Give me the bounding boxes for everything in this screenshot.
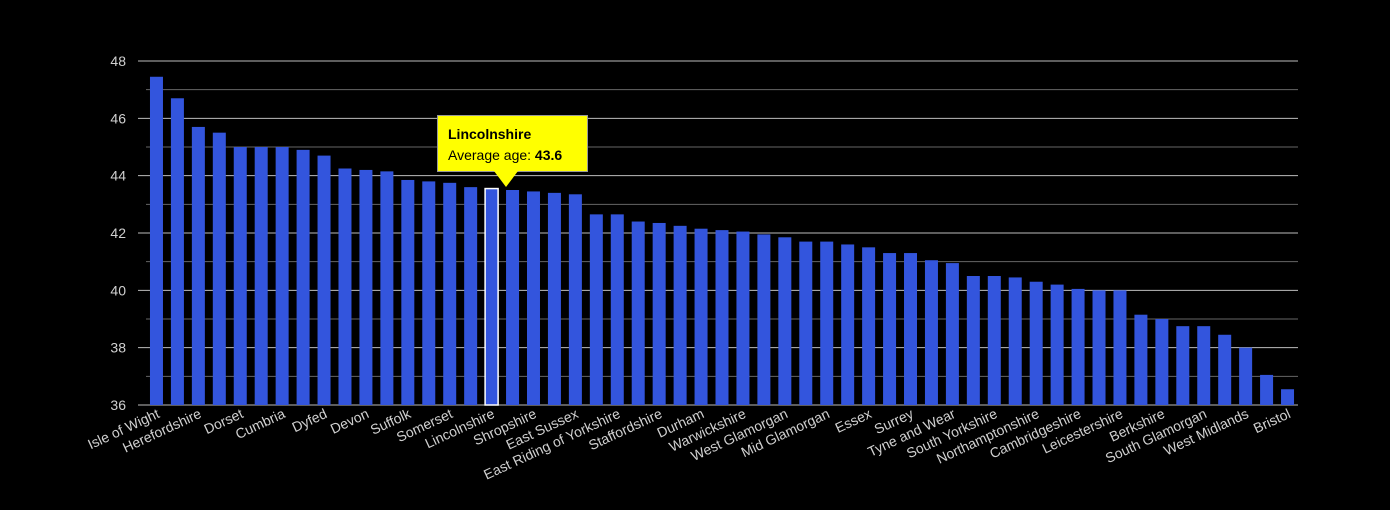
bar[interactable] (422, 181, 436, 405)
x-tick-label: Devon (328, 405, 371, 437)
y-tick-label: 36 (110, 397, 126, 413)
bar[interactable] (359, 169, 373, 405)
tooltip-value: 43.6 (534, 147, 563, 163)
bar[interactable] (841, 244, 855, 405)
bar[interactable] (1113, 290, 1127, 405)
bar[interactable] (1197, 326, 1211, 405)
bar[interactable] (652, 222, 666, 405)
bar[interactable] (1218, 334, 1232, 405)
bar[interactable] (1239, 347, 1253, 405)
bar[interactable] (254, 147, 268, 405)
bar[interactable] (506, 190, 520, 405)
bar[interactable] (862, 247, 876, 405)
bar[interactable] (317, 155, 331, 405)
bar[interactable] (904, 253, 918, 405)
bar[interactable] (924, 260, 938, 405)
bar[interactable] (610, 214, 624, 405)
x-tick-label: Bristol (1251, 405, 1293, 436)
bar[interactable] (757, 234, 771, 405)
bar[interactable] (778, 237, 792, 405)
bar[interactable] (401, 179, 415, 405)
bar[interactable] (275, 147, 289, 405)
y-tick-label: 46 (110, 110, 126, 126)
bar[interactable] (212, 132, 226, 405)
bar[interactable] (736, 231, 750, 405)
bar[interactable] (1008, 277, 1022, 405)
bar[interactable] (966, 276, 980, 405)
x-tick-label: Essex (833, 405, 874, 436)
bar[interactable] (338, 168, 352, 406)
tooltip-body: Average age: 43.6 (448, 145, 587, 166)
bar[interactable] (694, 228, 708, 405)
bar[interactable] (673, 225, 687, 405)
bar[interactable] (589, 214, 603, 405)
tooltip: Lincolnshire Average age: 43.6 (437, 115, 588, 172)
y-tick-label: 48 (110, 53, 126, 69)
bars (149, 76, 1295, 406)
tooltip-label: Average age: (448, 147, 535, 163)
bar[interactable] (296, 149, 310, 405)
y-tick-label: 40 (110, 282, 126, 298)
tooltip-title: Lincolnshire (448, 126, 532, 142)
bar[interactable] (715, 230, 729, 405)
bar[interactable] (987, 276, 1001, 405)
bar[interactable] (799, 241, 813, 405)
bar[interactable] (883, 253, 897, 405)
bar[interactable] (820, 241, 834, 405)
y-tick-label: 44 (110, 168, 126, 184)
y-tick-label: 38 (110, 340, 126, 356)
bar[interactable] (1260, 374, 1274, 405)
bar[interactable] (464, 187, 478, 405)
bar[interactable] (526, 191, 540, 405)
y-tick-label: 42 (110, 225, 126, 241)
x-tick-label: Dyfed (289, 405, 329, 435)
bar[interactable] (484, 187, 499, 406)
bar[interactable] (1092, 290, 1106, 405)
bar[interactable] (1176, 326, 1190, 405)
tooltip-pointer (494, 171, 518, 187)
bar[interactable] (1071, 288, 1085, 405)
bar[interactable] (443, 182, 457, 405)
bar[interactable] (1134, 314, 1148, 405)
bar[interactable] (1029, 281, 1043, 405)
bar[interactable] (945, 263, 959, 405)
bar[interactable] (380, 171, 394, 405)
bar[interactable] (1155, 319, 1169, 405)
bar[interactable] (547, 192, 561, 405)
bar[interactable] (191, 126, 205, 405)
bar[interactable] (1281, 389, 1295, 405)
y-axis: 36 38 40 42 44 46 48 (110, 53, 126, 413)
bar[interactable] (233, 147, 247, 405)
bar[interactable] (631, 221, 645, 405)
bar[interactable] (149, 76, 163, 406)
bar[interactable] (1050, 284, 1064, 405)
bar[interactable] (170, 98, 184, 406)
bar[interactable] (568, 194, 582, 405)
